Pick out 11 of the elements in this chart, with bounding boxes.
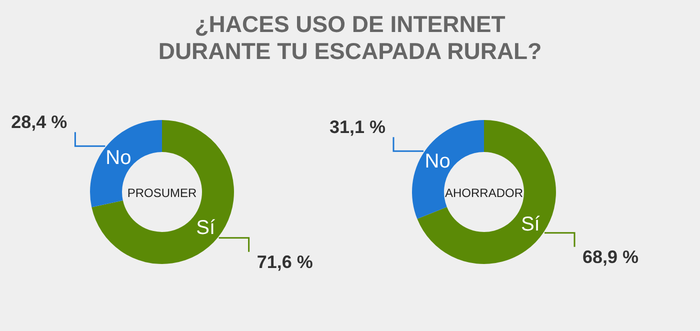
text: PROSUMER	[127, 186, 197, 200]
text: AHORRADOR	[444, 186, 524, 200]
slice-label: No	[106, 146, 132, 169]
data-label: 71,6 %	[256, 252, 313, 272]
data-label: 28,4 %	[11, 112, 68, 132]
slice-label: No	[424, 150, 450, 173]
data-label: 68,9 %	[582, 246, 639, 267]
data-label: 31,1 %	[329, 117, 386, 138]
slice-label: Sí	[520, 213, 540, 236]
slice-label: Sí	[196, 217, 216, 240]
chart-title: ¿HACES USO DE INTERNET DURANTE TU ESCAPADA RURAL?	[158, 11, 542, 64]
